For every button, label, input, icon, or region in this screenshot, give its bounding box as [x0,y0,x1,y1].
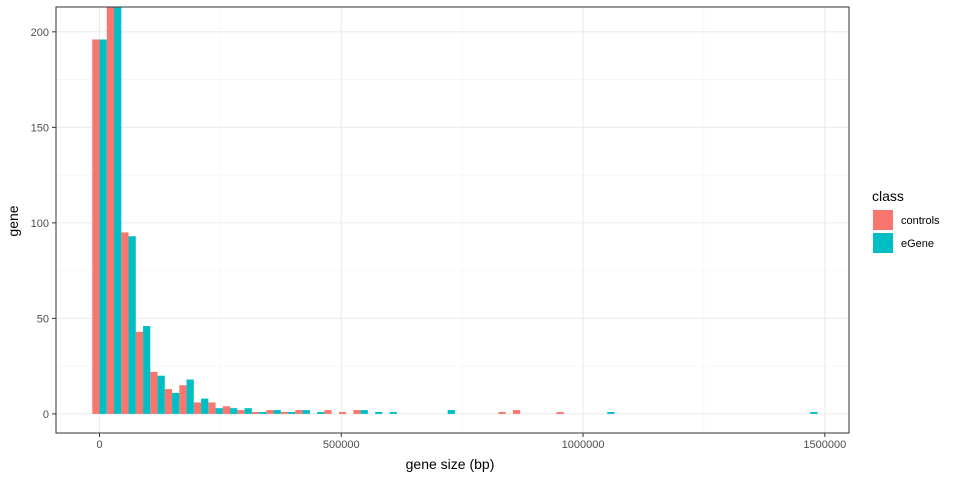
bar-controls [237,410,245,414]
bar-eGene [360,410,368,414]
bar-eGene [447,410,455,414]
bar-eGene [128,236,136,414]
bar-controls [150,371,158,414]
series-controls [92,7,564,414]
x-tick-label: 500000 [323,439,360,451]
bar-eGene [273,410,281,414]
bar-eGene [302,410,310,414]
bar-controls [324,410,332,414]
bar-eGene [186,379,194,414]
bar-eGene [389,411,397,414]
x-tick-label: 1500000 [803,439,846,451]
legend: class controls eGene [872,188,940,253]
bar-controls [556,411,564,414]
bar-eGene [810,411,818,414]
bar-eGene [157,375,165,414]
bar-eGene [244,408,252,414]
bar-eGene [201,398,209,414]
bar-eGene [230,408,238,414]
bar-controls [338,411,347,414]
bar-controls [498,411,506,414]
bar-eGene [114,7,122,414]
legend-key-eGene [873,233,893,253]
bar-controls [92,39,100,414]
bar-eGene [375,411,383,414]
plot-panel [55,6,850,434]
y-axis-title: gene [5,205,21,236]
bar-eGene [607,411,615,414]
y-tick-label: 0 [43,409,49,421]
bar-controls [208,402,216,414]
y-tick-label: 50 [37,313,49,325]
y-tick-label: 150 [31,122,49,134]
panel-border [55,6,850,434]
x-axis: 0 500000 1000000 1500000 [96,433,846,451]
y-tick-label: 100 [31,218,49,230]
x-tick-label: 1000000 [562,439,605,451]
bar-controls [266,410,274,414]
bar-eGene [99,39,107,414]
bar-controls [251,411,260,414]
x-axis-title: gene size (bp) [406,456,495,472]
legend-label-eGene: eGene [901,238,934,250]
bar-eGene [288,411,296,414]
bar-eGene [317,411,325,414]
bar-controls [193,402,202,414]
bar-controls [121,232,129,414]
bar-controls [164,389,173,414]
bar-eGene [172,392,180,414]
legend-label-controls: controls [901,215,940,227]
series-eGene [99,7,818,414]
bar-controls [179,385,187,414]
bar-controls [512,410,521,414]
bar-eGene [215,408,223,414]
bar-controls [295,410,303,414]
bar-controls [106,7,115,414]
bar-controls [222,406,231,414]
panel-background [56,7,849,433]
bar-eGene [259,411,267,414]
legend-key-controls [873,210,893,230]
bar-controls [353,410,361,414]
y-axis: 0 50 100 150 200 [31,27,56,421]
x-tick-label: 0 [96,439,102,451]
y-tick-label: 200 [31,27,49,39]
bar-eGene [143,326,151,414]
bar-controls [280,411,289,414]
bar-controls [135,331,144,414]
legend-title: class [872,188,904,204]
